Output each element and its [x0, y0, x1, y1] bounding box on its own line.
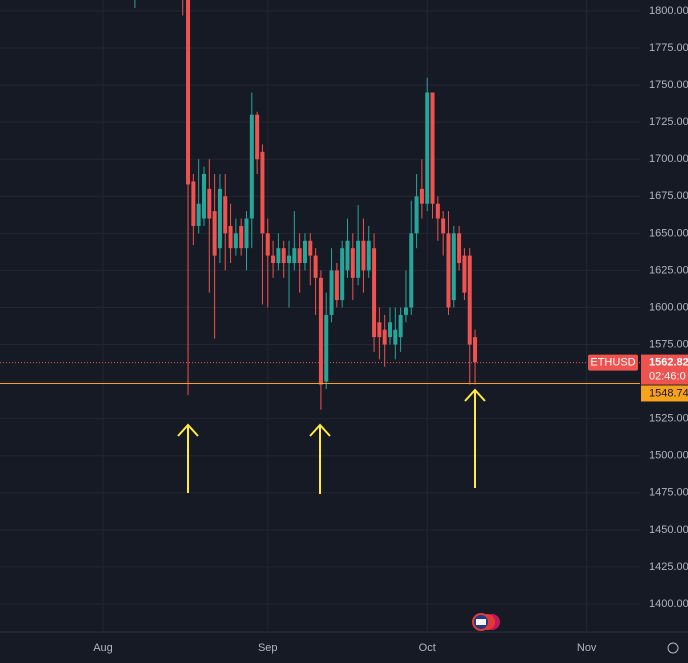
- candle-body: [409, 233, 414, 308]
- candle-body: [457, 233, 462, 263]
- y-tick-label: 1750.00: [649, 79, 688, 91]
- candle-body: [223, 196, 228, 234]
- candle-body: [425, 92, 430, 204]
- candle-body: [324, 314, 329, 382]
- candle-body: [334, 270, 339, 301]
- level-label-box: [641, 385, 688, 402]
- candle-body: [249, 114, 254, 219]
- y-tick-label: 1650.00: [649, 227, 688, 239]
- x-tick-label: Nov: [577, 642, 597, 654]
- candle-body: [265, 233, 270, 256]
- candle-body: [398, 314, 403, 338]
- candle-body: [329, 270, 334, 315]
- candle-body: [340, 248, 345, 301]
- price-label-box: [641, 354, 688, 385]
- candle-body: [419, 188, 424, 204]
- candle-body: [414, 196, 419, 234]
- y-tick-label: 1700.00: [649, 153, 688, 165]
- candle-body: [207, 188, 212, 219]
- level-label: 1548.74: [649, 387, 688, 399]
- y-tick-label: 1400.00: [649, 598, 688, 610]
- candle-body: [313, 255, 318, 278]
- candle-body: [186, 0, 191, 185]
- x-tick-label: Oct: [419, 642, 436, 654]
- candle-body: [345, 240, 350, 271]
- candle-body: [191, 181, 196, 226]
- candle-body: [196, 203, 201, 226]
- candle-body: [255, 114, 260, 160]
- flag: [476, 619, 486, 625]
- candle-body: [212, 211, 217, 256]
- settings-button[interactable]: [667, 642, 679, 654]
- candle-body: [446, 233, 451, 308]
- candle-body: [260, 151, 265, 234]
- arrow: [177, 423, 199, 493]
- x-tick-label: Aug: [93, 642, 113, 654]
- candle-body: [281, 248, 286, 263]
- candle-body: [377, 322, 382, 338]
- candle-body: [430, 92, 435, 204]
- candles: [134, 0, 478, 410]
- candle-body: [393, 329, 398, 345]
- y-tick-label: 1725.00: [649, 116, 688, 128]
- candle-body: [228, 225, 233, 249]
- candle-body: [287, 255, 292, 263]
- candle-body: [292, 248, 297, 263]
- candle-body: [350, 248, 355, 278]
- candle-body: [361, 240, 366, 271]
- event-icons: [472, 613, 500, 631]
- arrow: [464, 388, 486, 488]
- candle-body: [382, 329, 387, 345]
- y-tick-label: 1525.00: [649, 413, 688, 425]
- candle-body: [233, 233, 238, 249]
- candle-body: [271, 255, 276, 263]
- countdown-label: 02:46:0: [649, 371, 686, 383]
- arrows: [177, 388, 486, 494]
- y-tick-label: 1575.00: [649, 338, 688, 350]
- candle-body: [244, 218, 249, 249]
- symbol-label-box: [588, 354, 638, 371]
- y-tick-label: 1475.00: [649, 487, 688, 499]
- candle-body: [297, 248, 302, 263]
- candle-body: [302, 240, 307, 263]
- candle-body: [467, 255, 472, 345]
- candle-body: [239, 225, 244, 249]
- candle-body: [366, 240, 371, 271]
- y-tick-label: 1425.00: [649, 561, 688, 573]
- candle-body: [462, 255, 467, 293]
- y-tick-label: 1675.00: [649, 190, 688, 202]
- candle-body: [441, 218, 446, 234]
- candle-body: [372, 248, 377, 338]
- grid: [0, 0, 640, 632]
- arrow: [309, 423, 331, 494]
- candle-body: [473, 337, 478, 363]
- candle-body: [308, 240, 313, 256]
- overlay: 1400.00 1425.00 1450.00 1475.00 1500.00 1525.…: [0, 5, 688, 654]
- y-tick-label: 1800.00: [649, 5, 688, 17]
- candle-body: [403, 307, 408, 315]
- candle-body: [318, 277, 323, 385]
- candle-body: [276, 248, 281, 263]
- symbol-label: ETHUSD: [590, 357, 635, 369]
- candle-body: [388, 322, 393, 338]
- x-tick-label: Sep: [258, 642, 278, 654]
- price-label: 1562.82: [649, 357, 688, 369]
- candle-body: [201, 174, 206, 219]
- y-tick-label: 1450.00: [649, 524, 688, 536]
- candle-body: [451, 233, 456, 301]
- y-tick-label: 1600.00: [649, 301, 688, 313]
- candle-body: [435, 203, 440, 219]
- candle-body: [356, 240, 361, 278]
- y-tick-label: 1500.00: [649, 450, 688, 462]
- candle-body: [217, 188, 222, 249]
- y-tick-label: 1625.00: [649, 264, 688, 276]
- y-tick-label: 1775.00: [649, 42, 688, 54]
